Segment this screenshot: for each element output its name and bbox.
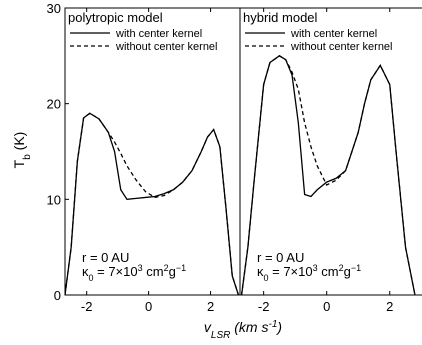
x-label-sub: LSR (211, 330, 230, 341)
y-tick-label: 30 (47, 1, 61, 16)
panel-frame (239, 7, 422, 296)
x-tick-label: 0 (145, 299, 152, 314)
series-line (65, 112, 240, 295)
x-label-close: ) (275, 319, 282, 335)
annotation-kappa: κ0 = 7×103 cm2g−1 (82, 263, 186, 283)
annotation-part: cm (143, 264, 164, 279)
legend-label: with center kernel (115, 28, 202, 40)
x-label-main: v (204, 319, 212, 335)
y-axis-label: Tb (K) (11, 132, 33, 169)
x-label-unit: (km s (230, 319, 268, 335)
annotation-part: 3 (138, 263, 143, 273)
x-axis-label: vLSR (km s-1) (204, 319, 282, 341)
annotation-part: −1 (351, 263, 361, 273)
panel: polytropic model with center kernelwithou… (65, 10, 240, 295)
y-tick-label: 0 (54, 288, 61, 303)
panel-title: hybrid model (243, 10, 318, 25)
x-tick-label: -2 (258, 299, 270, 314)
y-label-main: T (11, 159, 27, 168)
annotation-part: = 7×10 (94, 264, 138, 279)
annotation-part: κ (257, 264, 264, 279)
annotation-radius: r = 0 AU (257, 250, 304, 265)
y-label-unit: (K) (11, 132, 27, 155)
annotation-part: 2 (339, 263, 344, 273)
series-line (240, 55, 416, 295)
y-tick-label: 10 (47, 192, 61, 207)
annotation-kappa: κ0 = 7×103 cm2g−1 (257, 263, 361, 283)
legend-label: with center kernel (290, 28, 377, 40)
annotation-part: g (344, 264, 351, 279)
annotation-radius: r = 0 AU (82, 250, 129, 265)
legend-label: without center kernel (290, 41, 393, 53)
y-label-sub: b (22, 154, 33, 160)
annotation-part: −1 (176, 263, 186, 273)
y-tick-label: 20 (47, 97, 61, 112)
legend-label: without center kernel (115, 41, 218, 53)
annotation-part: κ (82, 264, 89, 279)
panel-title: polytropic model (68, 10, 163, 25)
x-label-sup: -1 (268, 319, 277, 330)
annotation-part: = 7×10 (269, 264, 313, 279)
x-tick-label: 0 (323, 299, 330, 314)
annotation-part: 2 (164, 263, 169, 273)
annotation-part: 0 (89, 273, 94, 283)
x-tick-label: 2 (207, 299, 214, 314)
annotation-part: 0 (264, 273, 269, 283)
x-tick-label: 2 (386, 299, 393, 314)
annotation-part: 3 (313, 263, 318, 273)
annotation-part: cm (318, 264, 339, 279)
annotation-part: g (169, 264, 176, 279)
x-tick-label: -2 (81, 299, 93, 314)
